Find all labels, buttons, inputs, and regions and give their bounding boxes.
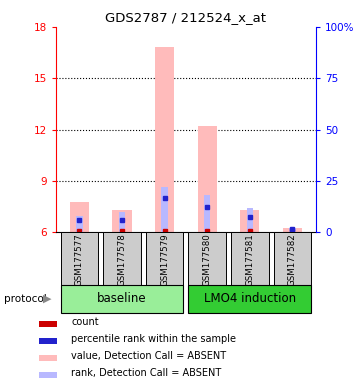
Text: percentile rank within the sample: percentile rank within the sample xyxy=(71,334,236,344)
Bar xyxy=(197,126,217,232)
Text: ▶: ▶ xyxy=(43,294,51,304)
Bar xyxy=(161,187,168,232)
Text: GSM177580: GSM177580 xyxy=(203,233,212,286)
Bar xyxy=(103,232,141,286)
Text: GSM177577: GSM177577 xyxy=(75,233,84,286)
Bar xyxy=(240,210,260,232)
Text: count: count xyxy=(71,317,99,327)
Bar xyxy=(289,228,296,232)
Bar xyxy=(39,338,57,344)
Text: GSM177579: GSM177579 xyxy=(160,233,169,286)
Bar xyxy=(247,208,253,232)
Bar xyxy=(188,285,311,313)
Bar xyxy=(39,356,57,361)
Text: GSM177578: GSM177578 xyxy=(117,233,126,286)
Bar xyxy=(39,321,57,327)
Bar xyxy=(61,285,183,313)
Text: GSM177581: GSM177581 xyxy=(245,233,255,286)
Bar xyxy=(112,210,132,232)
Bar xyxy=(61,232,98,286)
Bar xyxy=(188,232,226,286)
Text: protocol: protocol xyxy=(4,294,46,304)
Title: GDS2787 / 212524_x_at: GDS2787 / 212524_x_at xyxy=(105,11,266,24)
Text: baseline: baseline xyxy=(97,293,147,305)
Bar xyxy=(76,216,83,232)
Bar xyxy=(70,202,89,232)
Bar xyxy=(274,232,311,286)
Bar xyxy=(231,232,269,286)
Bar xyxy=(39,372,57,378)
Bar xyxy=(146,232,183,286)
Text: rank, Detection Call = ABSENT: rank, Detection Call = ABSENT xyxy=(71,368,222,378)
Text: value, Detection Call = ABSENT: value, Detection Call = ABSENT xyxy=(71,351,227,361)
Bar xyxy=(155,47,174,232)
Text: LMO4 induction: LMO4 induction xyxy=(204,293,296,305)
Bar xyxy=(119,212,125,232)
Bar xyxy=(204,195,210,232)
Bar xyxy=(283,228,302,232)
Text: GSM177582: GSM177582 xyxy=(288,233,297,286)
